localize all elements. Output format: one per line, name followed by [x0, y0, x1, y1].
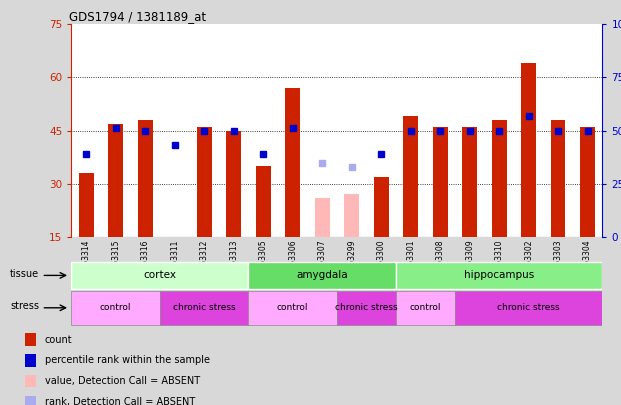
Bar [374, 177, 389, 237]
Bar [79, 173, 94, 237]
Text: amygdala: amygdala [296, 271, 348, 280]
Bar [337, 291, 396, 325]
Bar [492, 120, 507, 237]
Bar [138, 120, 153, 237]
Text: control: control [410, 303, 441, 312]
Text: control: control [100, 303, 132, 312]
Bar [551, 120, 566, 237]
Bar [315, 198, 330, 237]
Text: stress: stress [11, 301, 39, 311]
Bar [226, 130, 241, 237]
Text: rank, Detection Call = ABSENT: rank, Detection Call = ABSENT [45, 397, 195, 405]
Bar [25, 333, 35, 346]
Bar [160, 291, 248, 325]
Bar [403, 117, 418, 237]
Text: value, Detection Call = ABSENT: value, Detection Call = ABSENT [45, 376, 200, 386]
Bar [396, 262, 602, 289]
Text: count: count [45, 335, 72, 345]
Bar [248, 262, 396, 289]
Bar [248, 291, 337, 325]
Bar [396, 291, 455, 325]
Text: chronic stress: chronic stress [497, 303, 560, 312]
Bar [521, 63, 536, 237]
Bar [108, 124, 123, 237]
Text: chronic stress: chronic stress [173, 303, 235, 312]
Bar [71, 291, 160, 325]
Bar [285, 88, 300, 237]
Text: cortex: cortex [143, 271, 176, 280]
Text: tissue: tissue [10, 269, 39, 279]
Bar [25, 375, 35, 387]
Bar [344, 194, 359, 237]
Text: hippocampus: hippocampus [464, 271, 534, 280]
Bar [455, 291, 602, 325]
Bar [462, 127, 477, 237]
Bar [433, 127, 448, 237]
Bar [25, 396, 35, 405]
Bar [71, 262, 248, 289]
Text: GDS1794 / 1381189_at: GDS1794 / 1381189_at [69, 10, 206, 23]
Text: chronic stress: chronic stress [335, 303, 397, 312]
Text: percentile rank within the sample: percentile rank within the sample [45, 355, 210, 365]
Bar [197, 127, 212, 237]
Bar [256, 166, 271, 237]
Bar [25, 354, 35, 367]
Bar [580, 127, 595, 237]
Text: control: control [277, 303, 309, 312]
